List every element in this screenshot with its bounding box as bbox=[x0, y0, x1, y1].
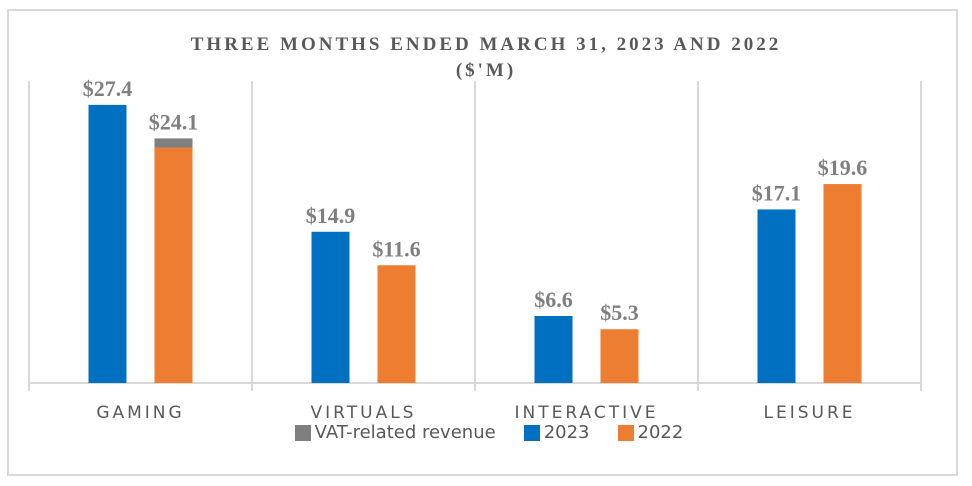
bar-2023-leisure bbox=[757, 209, 796, 383]
data-label-2022-virtuals: $11.6 bbox=[372, 236, 420, 261]
category-label-interactive: INTERACTIVE bbox=[515, 403, 659, 423]
chart-title: THREE MONTHS ENDED MARCH 31, 2023 AND 20… bbox=[190, 34, 782, 55]
bar-2023-virtuals bbox=[311, 231, 350, 383]
data-label-2023-virtuals: $14.9 bbox=[306, 203, 356, 228]
legend-label-2023: 2023 bbox=[543, 422, 590, 443]
data-label-2022-leisure: $19.6 bbox=[818, 155, 868, 180]
data-label-2022-interactive: $5.3 bbox=[600, 300, 639, 325]
bar-2022-leisure bbox=[823, 184, 862, 383]
category-label-gaming: GAMING bbox=[96, 403, 184, 423]
legend-item-2023: 2023 bbox=[518, 422, 590, 443]
chart-subtitle: ($'M) bbox=[455, 60, 517, 81]
bar-vat-gaming bbox=[154, 138, 193, 148]
legend-swatch-vat bbox=[294, 424, 311, 441]
legend-item-vat: VAT-related revenue bbox=[289, 422, 496, 443]
legend-item-2022: 2022 bbox=[612, 422, 684, 443]
legend: VAT-related revenue 2023 2022 bbox=[0, 422, 972, 443]
bar-2023-interactive bbox=[534, 316, 573, 383]
data-label-2023-leisure: $17.1 bbox=[752, 180, 802, 205]
legend-label-2022: 2022 bbox=[637, 422, 684, 443]
bar-2022-virtuals bbox=[377, 265, 416, 383]
legend-swatch-2022 bbox=[617, 424, 634, 441]
category-label-virtuals: VIRTUALS bbox=[311, 403, 417, 423]
category-label-leisure: LEISURE bbox=[763, 403, 855, 423]
legend-label-vat: VAT-related revenue bbox=[314, 422, 496, 443]
bar-2022-interactive bbox=[600, 329, 639, 383]
bar-2023-gaming bbox=[88, 104, 127, 383]
data-label-2023-gaming: $27.4 bbox=[83, 76, 133, 101]
data-label-2023-interactive: $6.6 bbox=[534, 287, 573, 312]
legend-swatch-2023 bbox=[523, 424, 540, 441]
bar-2022-gaming bbox=[154, 147, 193, 383]
data-label-2022-gaming: $24.1 bbox=[149, 109, 199, 134]
